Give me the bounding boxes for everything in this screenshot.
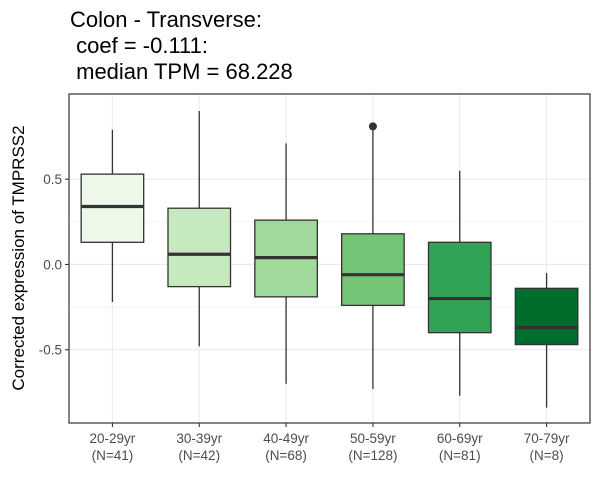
box-20-29yr (80, 129, 145, 302)
box-40-49yr (254, 143, 318, 384)
box-60-69yr (427, 170, 492, 396)
box-50-59yr (341, 122, 405, 389)
boxplots (80, 111, 579, 408)
chart-title: Colon - Transverse: coef = -0.111: media… (70, 7, 293, 84)
x-tick-label-1: 30-39yr (176, 431, 222, 446)
x-tick-n-label-3: (N=128) (348, 448, 397, 463)
box-70-79yr (514, 272, 579, 408)
y-tick-label-1: 0.0 (43, 257, 62, 272)
title-line-3: median TPM = 68.228 (70, 59, 293, 84)
x-tick-n-label-0: (N=41) (92, 448, 134, 463)
title-line-1: Colon - Transverse: (70, 7, 262, 32)
x-tick-label-2: 40-49yr (263, 431, 309, 446)
x-tick-label-4: 60-69yr (437, 431, 483, 446)
x-tick-n-label-4: (N=81) (439, 448, 481, 463)
plot-panel (69, 94, 590, 423)
x-tick-label-3: 50-59yr (350, 431, 396, 446)
box-iqr (427, 241, 492, 334)
outlier-point-0 (368, 122, 377, 131)
plot-panel-border (68, 93, 591, 424)
box-iqr (80, 173, 145, 243)
x-tick-label-0: 20-29yr (90, 431, 136, 446)
box-iqr (514, 287, 579, 346)
x-tick-n-label-2: (N=68) (265, 448, 307, 463)
y-tick-label-2: -0.5 (39, 343, 62, 358)
box-iqr (341, 233, 405, 307)
x-tick-n-label-1: (N=42) (178, 448, 220, 463)
y-tick-label-0: 0.5 (43, 172, 62, 187)
box-30-39yr (167, 111, 232, 347)
box-iqr (167, 207, 232, 288)
title-line-2: coef = -0.111: (70, 33, 208, 58)
x-tick-n-label-5: (N=8) (530, 448, 564, 463)
x-tick-label-5: 70-79yr (524, 431, 570, 446)
y-axis-title: Corrected expression of TMPRSS2 (9, 125, 28, 390)
y-axis: 0.5 0.0 -0.5 (39, 172, 69, 358)
x-axis: 20-29yr (N=41) 30-39yr (N=42) 40-49yr (N=68) 5… (90, 423, 570, 463)
